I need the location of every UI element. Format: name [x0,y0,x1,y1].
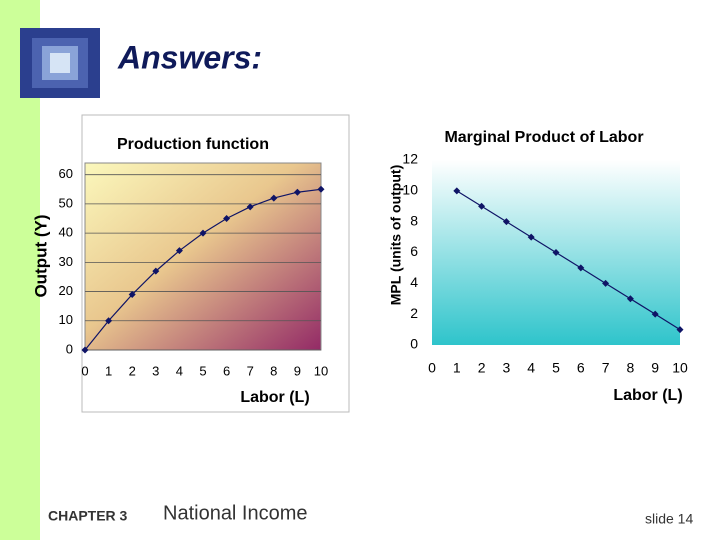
x-tick-label: 4 [527,360,535,376]
data-point [128,290,136,298]
x-tick-label: 7 [247,363,254,378]
x-tick-label: 4 [176,363,183,378]
logo [20,28,100,98]
chart-title: Marginal Product of Labor [444,129,643,146]
chapter: CHAPTER 3 [48,508,128,524]
data-point [105,317,113,325]
data-point [246,203,254,211]
x-tick-label: 1 [105,363,112,378]
data-point [626,295,634,303]
y-tick-label: 2 [410,305,418,321]
y-tick-label: 40 [59,225,73,240]
x-axis-label: Labor (L) [240,389,309,406]
x-tick-label: 9 [294,363,301,378]
data-point [676,326,684,334]
x-tick-label: 1 [453,360,461,376]
data-point [453,187,461,195]
data-point [317,185,325,193]
y-axis-label: Output (Y) [31,214,50,297]
x-tick-label: 3 [503,360,511,376]
data-point [293,188,301,196]
y-tick-label: 10 [59,312,73,327]
x-tick-label: 8 [270,363,277,378]
x-tick-label: 2 [478,360,486,376]
data-point [175,247,183,255]
data-point [199,229,207,237]
x-tick-label: 7 [602,360,610,376]
x-tick-label: 0 [428,360,436,376]
subject: National Income [163,502,308,524]
data-point [651,310,659,318]
x-tick-label: 3 [152,363,159,378]
data-point [81,346,89,354]
slide-title: Answers: [117,39,262,75]
x-tick-label: 0 [81,363,88,378]
y-tick-label: 30 [59,254,73,269]
data-line [456,190,681,331]
y-tick-label: 0 [410,336,418,352]
x-tick-label: 10 [672,360,688,376]
x-tick-label: 2 [129,363,136,378]
chart-title: Production function [117,136,269,153]
x-axis-label: Labor (L) [613,387,682,404]
x-tick-label: 10 [314,363,328,378]
data-point [552,249,560,256]
data-point [152,267,160,275]
x-tick-label: 5 [199,363,206,378]
x-tick-label: 6 [577,360,585,376]
x-tick-label: 8 [627,360,635,376]
data-point [270,194,278,202]
slide-number: slide 14 [645,511,693,527]
y-tick-label: 60 [59,166,73,181]
data-point [223,215,231,223]
y-axis-label: MPL (units of output) [388,165,404,305]
y-tick-label: 12 [402,151,418,167]
y-tick-label: 6 [410,243,418,259]
y-tick-label: 8 [410,212,418,228]
x-tick-label: 6 [223,363,230,378]
y-tick-label: 50 [59,195,73,210]
data-point [478,202,486,210]
y-tick-label: 4 [410,274,418,290]
y-tick-label: 0 [66,341,73,356]
y-tick-label: 10 [402,182,418,198]
data-point [577,264,585,272]
data-point [602,279,610,287]
plot-area [84,162,322,351]
data-point [502,218,510,226]
data-point [527,233,535,241]
x-tick-label: 5 [552,360,560,376]
x-tick-label: 9 [651,360,659,376]
y-tick-label: 20 [59,283,73,298]
